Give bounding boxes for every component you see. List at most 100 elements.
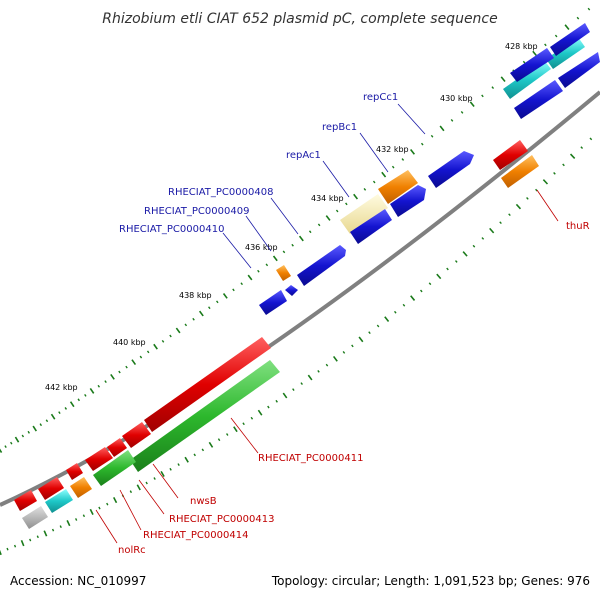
gene-blue-right-2 — [558, 52, 600, 88]
scale-tick-mark — [580, 146, 584, 149]
gene-cyan-bottom — [45, 489, 73, 513]
scale-tick-mark — [462, 251, 468, 257]
scale-tick-mark — [402, 303, 406, 307]
summary-text: Topology: circular; Length: 1,091,523 bp… — [271, 574, 590, 588]
scale-tick-mark — [20, 540, 25, 547]
scale-tick-mark — [222, 292, 228, 299]
scale-tick-mark — [247, 274, 253, 281]
scale-tick-mark — [454, 260, 458, 263]
tick-labels: 428 kbp 430 kbp 432 kbp 434 kbp 436 kbp … — [45, 42, 538, 392]
gene-blue-top-1 — [510, 48, 554, 82]
scale-tick-mark — [45, 419, 49, 423]
scale-tick-mark — [98, 506, 101, 510]
scale-tick-mark — [282, 250, 286, 254]
scale-tick-mark — [535, 188, 538, 192]
scale-tick-mark — [298, 235, 304, 242]
scale-tick-mark — [450, 119, 454, 122]
scale-tick-mark — [216, 300, 219, 304]
gene-repAc1 — [340, 194, 388, 234]
scale-tick-mark — [89, 508, 94, 515]
scale-tick-mark — [553, 172, 556, 175]
map-title: Rhizobium etli CIAT 652 plasmid pC, comp… — [102, 11, 498, 27]
scale-tick-mark — [208, 441, 214, 448]
scale-tick-mark — [554, 34, 558, 38]
scale-tick-mark — [428, 282, 432, 286]
scale-tick-mark — [82, 514, 86, 518]
scale-tick-mark — [131, 359, 137, 366]
scale-tick-mark — [317, 370, 320, 373]
gene-green-2 — [93, 450, 136, 486]
scale-tick-mark — [332, 355, 338, 362]
tick-label-432: 432 kbp — [376, 145, 409, 154]
leader-lines — [95, 103, 559, 544]
gene-blue-b — [350, 209, 392, 244]
scale-tick-mark — [50, 413, 56, 420]
gene-red-6 — [38, 477, 64, 500]
scale-tick-mark — [335, 209, 339, 213]
scale-tick-mark — [198, 310, 204, 317]
forward-strand-genes — [276, 23, 590, 281]
scale-tick-mark — [317, 223, 321, 227]
scale-tick-mark — [104, 380, 107, 384]
scale-tick-mark — [201, 448, 205, 452]
scale-tick-mark — [233, 426, 238, 433]
scale-tick-mark — [10, 441, 13, 445]
scale-tick-mark — [177, 463, 180, 466]
scale-tick-mark — [469, 101, 475, 108]
gene-cyan-1 — [503, 60, 551, 99]
scale-tick-mark — [32, 425, 38, 432]
scale-tick-mark — [153, 477, 156, 480]
gene-red-7 — [14, 490, 37, 511]
scale-tick-mark — [193, 453, 196, 457]
scale-tick-mark — [84, 394, 87, 397]
scale-tick-mark — [13, 544, 17, 548]
tick-label-430: 430 kbp — [440, 94, 473, 103]
gene-thuR-red — [493, 140, 528, 170]
left-region-genes — [14, 337, 280, 529]
reverse-strand-genes-blue — [259, 52, 600, 315]
scale-tick-mark — [589, 137, 593, 141]
scale-tick-mark — [489, 227, 495, 234]
scale-tick-mark — [436, 273, 442, 280]
scale-tick-mark — [110, 373, 115, 380]
gene-blue-top-2 — [550, 23, 590, 56]
gene-green-long — [130, 360, 280, 472]
scale-tick-mark — [265, 263, 269, 267]
scale-tick-mark — [240, 282, 243, 286]
scale-tick-mark — [66, 520, 71, 527]
scale-tick-mark — [292, 388, 295, 391]
scale-tick-mark — [58, 411, 61, 415]
gene-thuR-orange — [501, 155, 539, 188]
scale-tick-mark — [36, 535, 39, 539]
scale-tick-mark — [291, 243, 294, 247]
tick-label-440: 440 kbp — [113, 338, 146, 347]
scale-tick-mark — [64, 407, 68, 410]
gene-labels: repCc1 repBc1 repAc1 RHECIAT_PC0000408 R… — [118, 92, 590, 556]
scale-tick-mark — [14, 436, 20, 443]
gene-repCc1 — [428, 151, 474, 188]
scale-tick-mark — [169, 334, 172, 338]
scale-tick-mark — [139, 355, 143, 359]
scale-tick-mark — [6, 547, 9, 551]
scale-tick-mark — [446, 267, 449, 271]
scale-tick-mark — [391, 165, 395, 169]
scale-tick-mark — [217, 438, 221, 442]
scale-tick-mark — [381, 171, 387, 178]
scale-tick-mark — [499, 221, 502, 225]
scale-tick-mark — [308, 230, 312, 234]
scale-tick-mark — [106, 502, 109, 506]
scale-tick-mark — [257, 269, 260, 273]
gene-repBc1 — [378, 170, 418, 204]
gene-pc0000409 — [285, 285, 298, 296]
scale-tick-mark — [161, 339, 165, 343]
scale-tick-mark — [27, 430, 30, 434]
scale-tick-mark — [184, 323, 188, 327]
scale-tick-mark — [51, 528, 55, 532]
label-pc0000409: RHECIAT_PC0000409 — [144, 206, 249, 217]
inner-scale-ring — [0, 137, 593, 556]
tick-label-436: 436 kbp — [245, 243, 278, 252]
scale-tick-mark — [4, 445, 7, 449]
label-nolRc: nolRc — [118, 545, 146, 556]
scale-tick-mark — [419, 289, 423, 293]
scale-tick-mark — [250, 416, 254, 420]
